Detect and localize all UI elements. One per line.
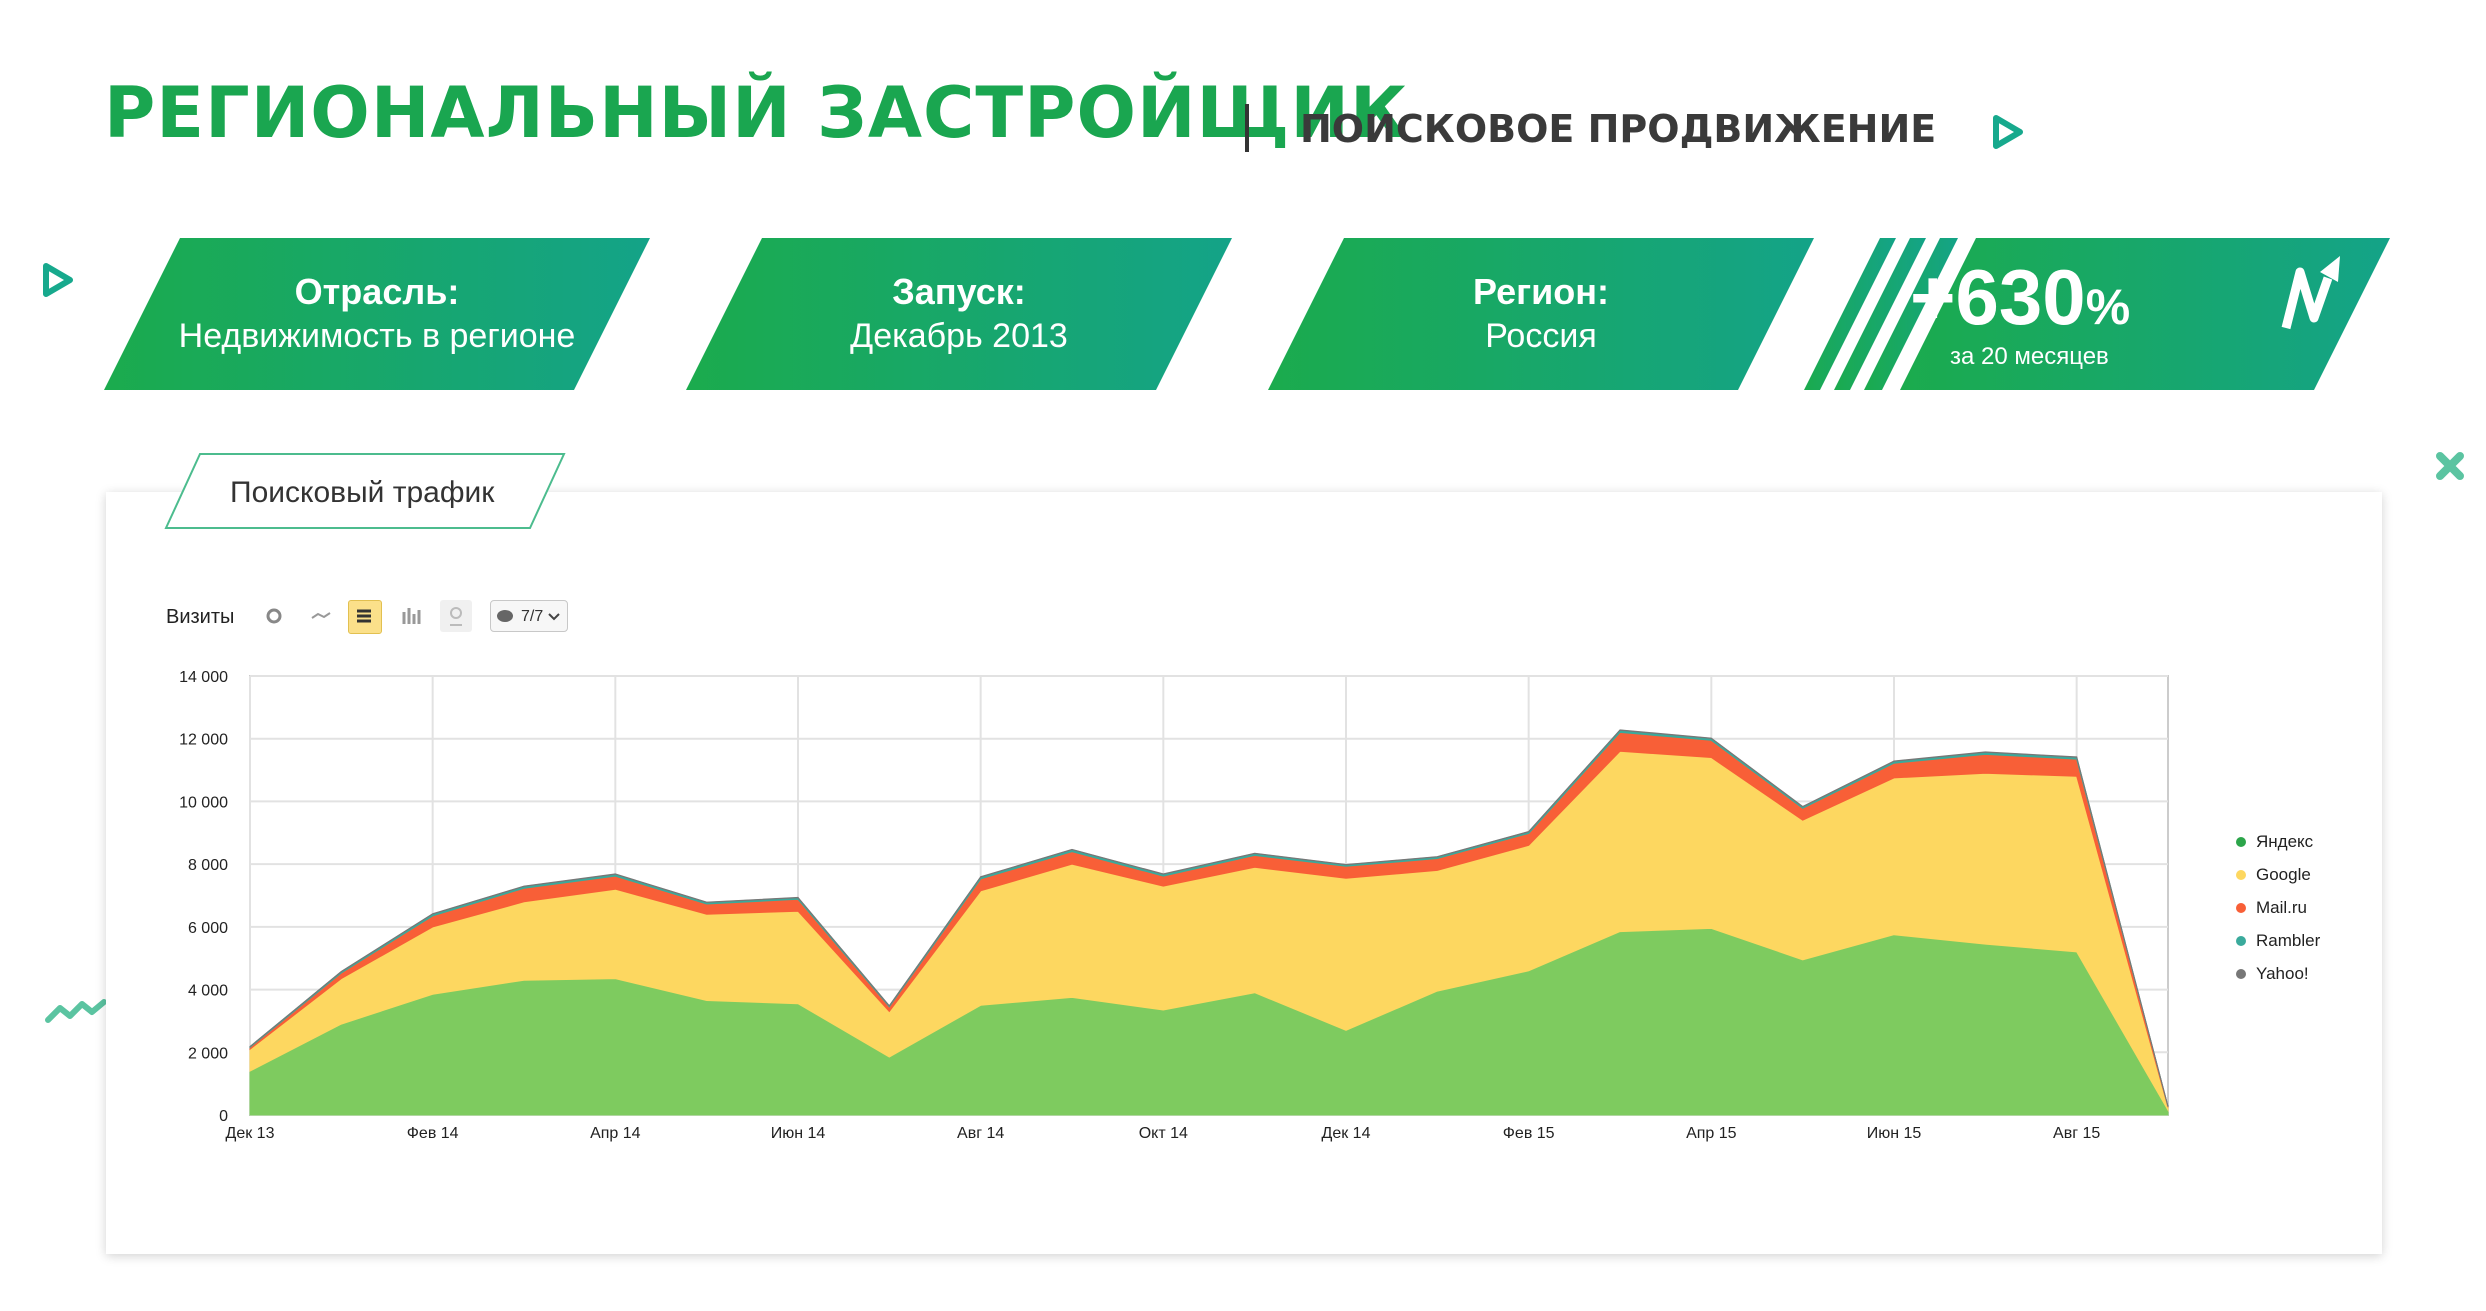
x-tick-label: Дек 13	[226, 1125, 275, 1142]
legend-dot	[2236, 837, 2246, 847]
stripe-decor	[1804, 238, 1896, 390]
x-tick-label: Авг 15	[2053, 1125, 2100, 1142]
legend-label: Rambler	[2256, 931, 2321, 950]
map-pin-icon[interactable]	[440, 600, 472, 632]
region-card: Регион: Россия	[1268, 238, 1814, 390]
x-tick-label: Дек 14	[1322, 1125, 1371, 1142]
panel-tab-label: Поисковый трафик	[230, 476, 495, 509]
stripe-decor	[1834, 238, 1926, 390]
y-tick-label: 10 000	[179, 794, 228, 811]
legend-dot	[2236, 969, 2246, 979]
legend-dot	[2236, 870, 2246, 880]
page-subtitle: ПОИСКОВОЕ ПРОДВИЖЕНИЕ	[1300, 107, 1937, 151]
series-area-yahoo	[249, 729, 2169, 1107]
industry-label: Отрасль:	[294, 271, 460, 313]
growth-card: +630% за 20 месяцев	[1800, 238, 2390, 390]
legend-dot	[2236, 936, 2246, 946]
y-tick-label: 6 000	[188, 920, 228, 937]
legend-label: Google	[2256, 865, 2311, 884]
pie-chart-icon[interactable]	[258, 600, 290, 632]
header-separator	[1245, 104, 1249, 152]
cross-decor-icon	[2436, 452, 2464, 480]
bar-chart-icon[interactable]	[394, 600, 426, 632]
launch-value: Декабрь 2013	[850, 317, 1068, 356]
y-tick-label: 2 000	[188, 1045, 228, 1062]
launch-card: Запуск: Декабрь 2013	[686, 238, 1232, 390]
panel-tab[interactable]	[160, 452, 570, 532]
growth-value: +630%	[1910, 253, 2131, 341]
x-tick-label: Фев 15	[1503, 1125, 1555, 1142]
growth-caption: за 20 месяцев	[1950, 343, 2109, 370]
comment-icon	[497, 610, 513, 622]
x-tick-label: Июн 14	[771, 1125, 826, 1142]
x-tick-label: Апр 15	[1686, 1125, 1737, 1142]
launch-label: Запуск:	[892, 271, 1026, 313]
stripe-decor	[1864, 238, 1958, 390]
legend-label: Mail.ru	[2256, 898, 2308, 917]
play-triangle-icon	[43, 263, 73, 297]
industry-value: Недвижимость в регионе	[178, 317, 576, 356]
x-tick-label: Авг 14	[957, 1125, 1004, 1142]
legend-label: Yahoo!	[2256, 964, 2309, 983]
detail-dropdown[interactable]: 7/7	[490, 600, 568, 632]
y-tick-label: 8 000	[188, 857, 228, 874]
x-tick-label: Июн 15	[1867, 1125, 1922, 1142]
industry-card: Отрасль: Недвижимость в регионе	[104, 238, 650, 390]
legend-dot	[2236, 903, 2246, 913]
y-tick-label: 14 000	[179, 669, 228, 686]
x-tick-label: Окт 14	[1139, 1125, 1188, 1142]
y-tick-label: 0	[219, 1108, 228, 1125]
page-title: РЕГИОНАЛЬНЫЙ ЗАСТРОЙЩИК	[104, 72, 1409, 154]
line-chart-icon[interactable]	[304, 600, 336, 632]
chevron-down-icon	[548, 613, 560, 621]
x-tick-label: Апр 14	[590, 1125, 641, 1142]
zigzag-decor-icon	[45, 999, 107, 1023]
y-tick-label: 4 000	[188, 983, 228, 1000]
region-value: Россия	[1485, 317, 1597, 356]
trend-up-icon	[2281, 256, 2340, 330]
x-tick-label: Фев 14	[407, 1125, 459, 1142]
region-label: Регион:	[1473, 271, 1609, 313]
metric-label: Визиты	[166, 606, 235, 628]
detail-dropdown-label: 7/7	[521, 608, 544, 625]
stacked-area-icon[interactable]	[348, 600, 382, 634]
y-tick-label: 12 000	[179, 732, 228, 749]
legend-label: Яндекс	[2256, 832, 2314, 851]
play-triangle-icon	[1993, 115, 2023, 149]
